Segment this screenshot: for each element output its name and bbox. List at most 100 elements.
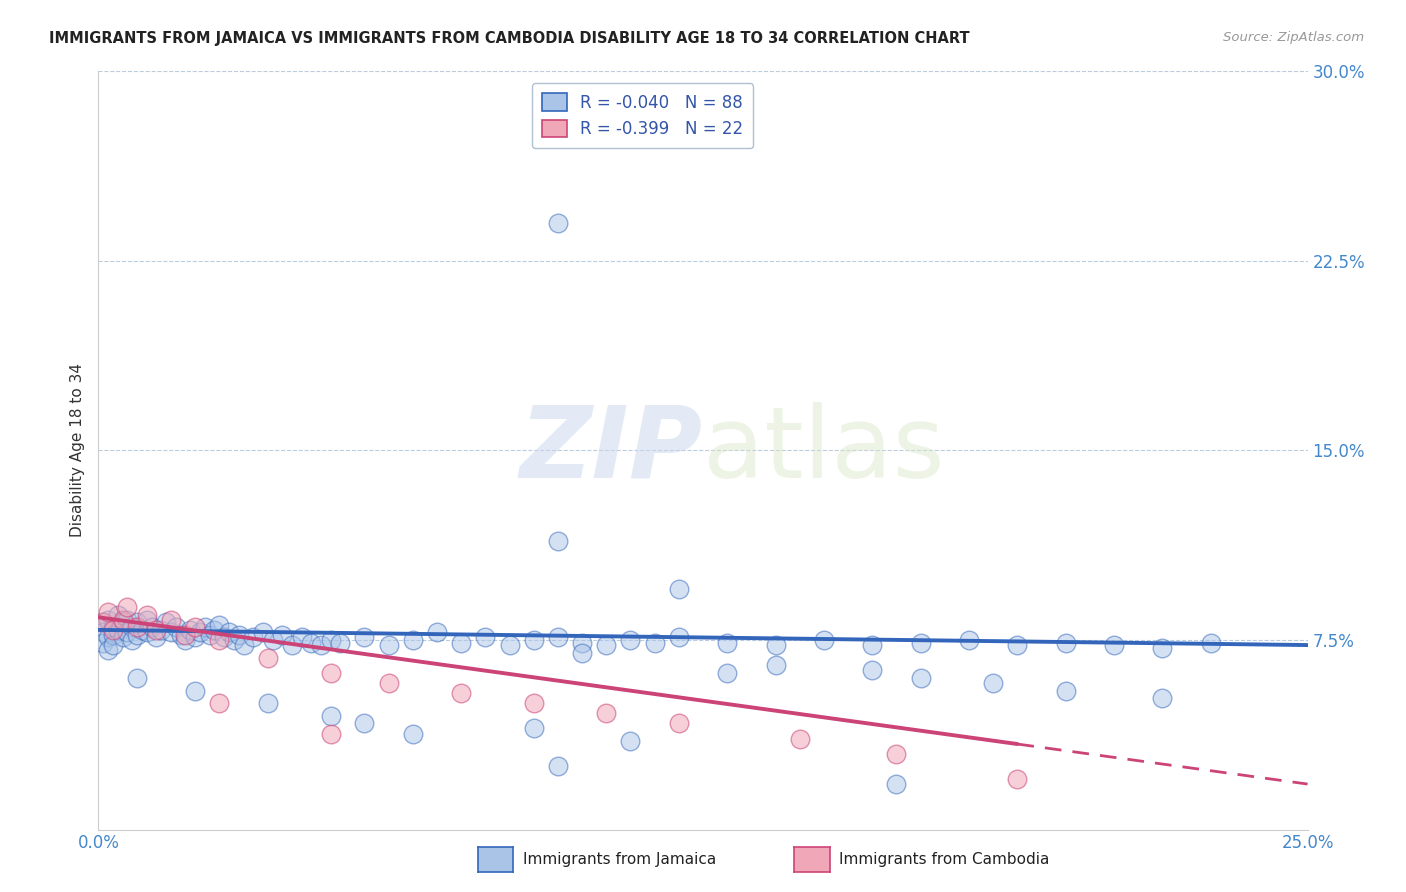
Point xyxy=(117,625,139,640)
Point xyxy=(402,633,425,648)
Point xyxy=(117,600,139,615)
Point xyxy=(450,686,472,700)
Point xyxy=(547,534,569,549)
Point xyxy=(127,615,149,630)
Point xyxy=(121,620,143,634)
Point xyxy=(208,633,231,648)
Text: Source: ZipAtlas.com: Source: ZipAtlas.com xyxy=(1223,31,1364,45)
Point xyxy=(595,638,617,652)
Point xyxy=(135,625,157,640)
Point xyxy=(281,638,304,652)
Point xyxy=(1007,638,1029,652)
Point xyxy=(571,646,593,660)
Point xyxy=(127,628,149,642)
Point xyxy=(886,777,908,791)
Point xyxy=(716,635,738,649)
Point xyxy=(101,628,124,642)
Point xyxy=(91,615,114,630)
Point xyxy=(957,633,980,648)
Point xyxy=(169,628,191,642)
Point xyxy=(179,623,201,637)
Point xyxy=(290,631,312,645)
Point xyxy=(619,734,641,748)
Point xyxy=(212,631,235,645)
Point xyxy=(131,623,153,637)
Point xyxy=(910,635,932,649)
Point xyxy=(184,631,207,645)
Point xyxy=(91,615,114,630)
Point xyxy=(668,716,690,731)
Point xyxy=(668,582,690,597)
Point xyxy=(198,628,221,642)
Text: ZIP: ZIP xyxy=(520,402,703,499)
Point xyxy=(765,658,787,673)
Point xyxy=(353,631,375,645)
Point xyxy=(813,633,835,648)
Text: Immigrants from Jamaica: Immigrants from Jamaica xyxy=(523,852,716,867)
Point xyxy=(547,631,569,645)
Point xyxy=(160,625,183,640)
Point xyxy=(97,605,120,619)
Point xyxy=(319,633,342,648)
Point xyxy=(716,665,738,680)
Point xyxy=(252,625,274,640)
Point xyxy=(426,625,449,640)
Point xyxy=(155,615,177,630)
Point xyxy=(377,676,399,690)
Point xyxy=(271,628,294,642)
Point xyxy=(101,620,124,634)
Point xyxy=(1152,691,1174,706)
Point xyxy=(353,716,375,731)
Point xyxy=(188,625,211,640)
Point xyxy=(1199,635,1222,649)
Point xyxy=(474,631,496,645)
Text: IMMIGRANTS FROM JAMAICA VS IMMIGRANTS FROM CAMBODIA DISABILITY AGE 18 TO 34 CORR: IMMIGRANTS FROM JAMAICA VS IMMIGRANTS FR… xyxy=(49,31,970,46)
Point xyxy=(765,638,787,652)
Point xyxy=(860,638,883,652)
Text: atlas: atlas xyxy=(703,402,945,499)
Point xyxy=(107,623,129,637)
Point xyxy=(165,620,187,634)
Point xyxy=(91,625,114,640)
Point xyxy=(135,613,157,627)
Point xyxy=(111,615,134,630)
Point xyxy=(256,696,278,710)
Point xyxy=(127,671,149,685)
Text: Immigrants from Cambodia: Immigrants from Cambodia xyxy=(839,852,1050,867)
Point xyxy=(107,607,129,622)
Point xyxy=(145,631,167,645)
Point xyxy=(174,633,197,648)
Point xyxy=(789,731,811,746)
Point xyxy=(184,683,207,698)
Point xyxy=(523,696,546,710)
Point xyxy=(1102,638,1125,652)
Point xyxy=(228,628,250,642)
Point xyxy=(117,613,139,627)
Point xyxy=(174,628,197,642)
Point xyxy=(97,643,120,657)
Y-axis label: Disability Age 18 to 34: Disability Age 18 to 34 xyxy=(70,363,86,538)
Point xyxy=(547,216,569,230)
Point xyxy=(135,607,157,622)
Point xyxy=(319,665,342,680)
Point xyxy=(377,638,399,652)
Point xyxy=(860,664,883,678)
Point xyxy=(150,623,173,637)
Point xyxy=(523,633,546,648)
Point xyxy=(981,676,1004,690)
Point xyxy=(309,638,332,652)
Point xyxy=(222,633,245,648)
Point xyxy=(208,617,231,632)
Point xyxy=(242,631,264,645)
Point xyxy=(204,623,226,637)
Point xyxy=(498,638,520,652)
Point xyxy=(262,633,284,648)
Point xyxy=(1054,683,1077,698)
Point xyxy=(111,631,134,645)
Point xyxy=(547,759,569,773)
Point xyxy=(319,726,342,740)
Point xyxy=(97,613,120,627)
Point xyxy=(194,620,217,634)
Point xyxy=(1007,772,1029,786)
Point xyxy=(450,635,472,649)
